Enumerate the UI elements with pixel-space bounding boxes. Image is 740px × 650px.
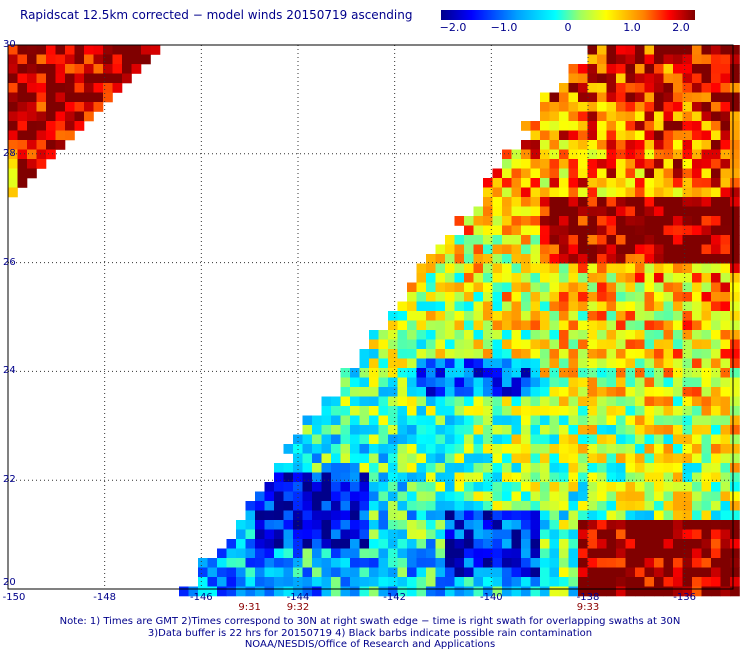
pass-time-label: 9:31 [238,602,261,613]
colorbar [441,10,695,20]
pass-time-label: 9:32 [286,602,310,613]
lon-tick-label: -146 [189,592,213,603]
lat-tick-label: 20 [3,577,16,588]
lon-tick-label: -144 [286,592,310,603]
lon-tick-label: -136 [673,592,697,603]
lon-tick-label: -142 [383,592,407,603]
lat-tick-label: 30 [3,39,16,50]
lat-tick-label: 22 [3,474,16,486]
colorbar-tick-label: −2.0 [439,21,467,34]
pass-time-label: 9:33 [576,602,600,613]
lon-tick-label: -138 [576,592,600,603]
note-line-3: NOAA/NESDIS/Office of Research and Appli… [244,639,496,650]
grid-lines [8,45,733,589]
lat-tick-label: 28 [3,147,16,159]
note-line-1: Note: 1) Times are GMT 2)Times correspon… [59,616,681,627]
lon-tick-label: -148 [93,592,117,603]
swath-cells [8,45,740,597]
lon-tick-label: -140 [479,592,503,603]
colorbar-tick-label: 2.0 [672,21,690,34]
lon-tick-label: -150 [2,592,26,603]
chart-title: Rapidscat 12.5km corrected − model winds… [20,8,413,22]
colorbar-tick-label: 1.0 [623,21,641,34]
lat-tick-label: 24 [3,365,16,377]
wind-difference-map [7,44,740,597]
note-line-2: 3)Data buffer is 22 hrs for 20150719 4) … [147,628,593,639]
map-frame [7,44,734,590]
colorbar-tick-label: 0 [564,21,572,34]
lat-tick-label: 26 [3,256,16,268]
colorbar-tick-label: −1.0 [490,21,518,34]
